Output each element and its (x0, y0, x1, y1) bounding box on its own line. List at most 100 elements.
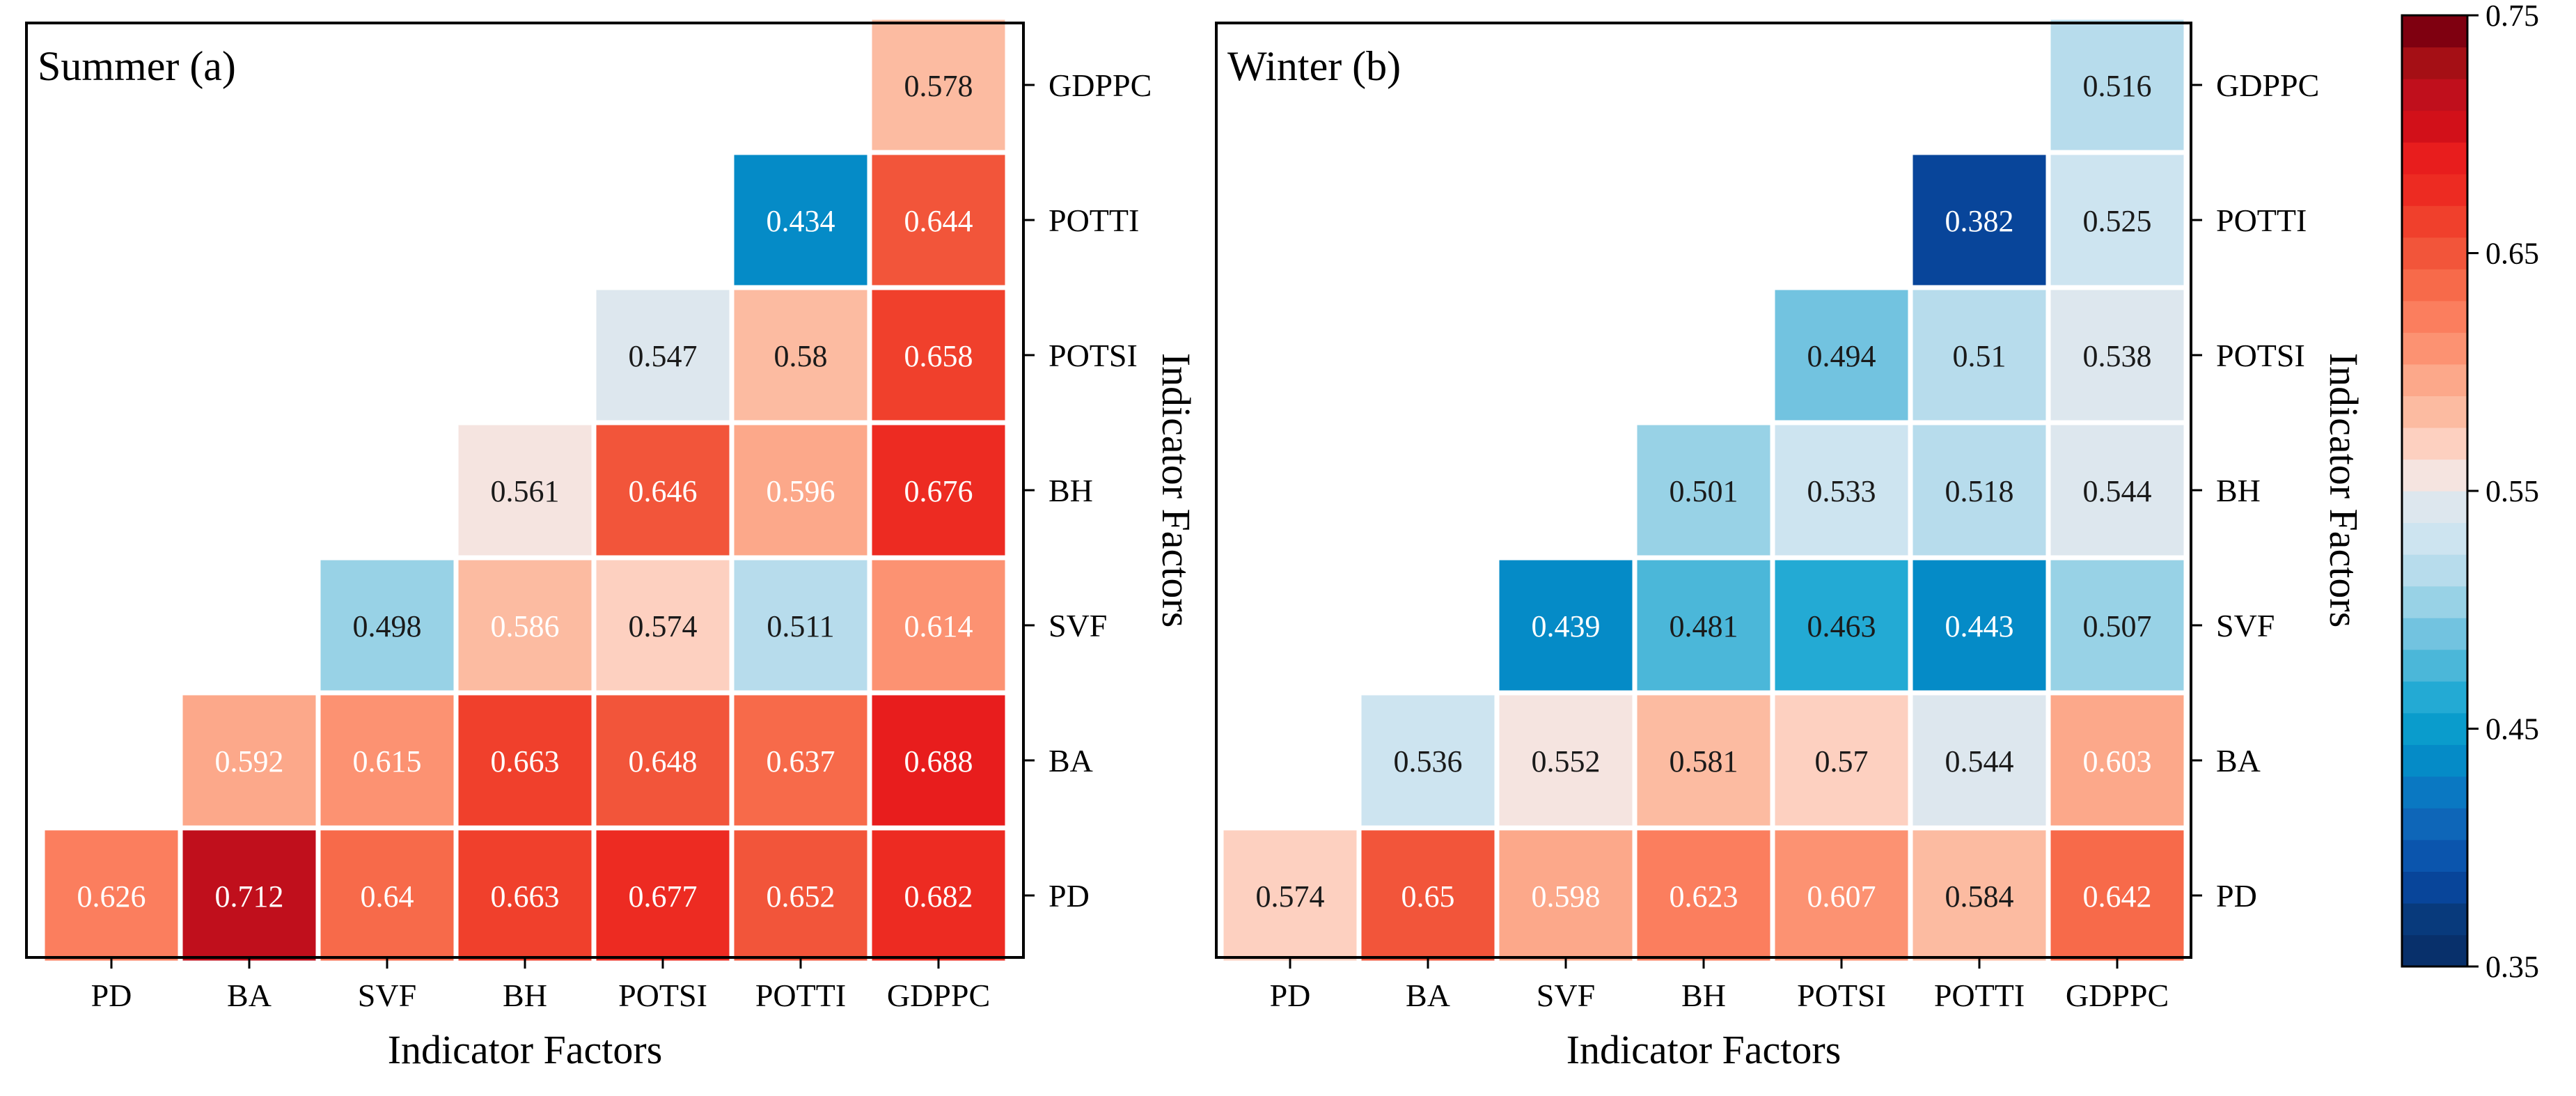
heatmap-cell (2045, 825, 2189, 966)
heatmap-cell (315, 690, 459, 831)
colorbar-segment (2402, 934, 2467, 967)
cell-value-label: 0.596 (767, 474, 835, 508)
heatmap-cell (729, 555, 872, 696)
cell-value-label: 0.663 (491, 744, 560, 778)
colorbar-segment (2402, 808, 2467, 840)
cell-value-label: 0.507 (2083, 609, 2152, 643)
cell-value-label: 0.574 (629, 609, 698, 643)
colorbar-segment (2402, 79, 2467, 111)
cell-value-label: 0.544 (1945, 744, 2014, 778)
cell-value-label: 0.592 (215, 744, 284, 778)
heatmap-cell (453, 555, 597, 696)
x-tick-label: POTTI (1934, 978, 2025, 1013)
heatmap-cell (1218, 825, 1362, 966)
colorbar-segment (2402, 744, 2467, 777)
y-tick-label: SVF (2216, 608, 2275, 643)
x-axis-label: Indicator Factors (1566, 1027, 1841, 1072)
x-tick-label: BH (503, 978, 547, 1013)
cell-value-label: 0.481 (1670, 609, 1738, 643)
x-tick-label: BA (1406, 978, 1450, 1013)
cell-value-label: 0.525 (2083, 204, 2152, 238)
heatmap-cell (1494, 825, 1638, 966)
cell-value-label: 0.463 (1807, 609, 1876, 643)
colorbar-segment (2402, 491, 2467, 524)
y-tick-label: GDPPC (2216, 68, 2319, 103)
y-tick-label: POTTI (2216, 203, 2307, 238)
y-tick-label: PD (1049, 878, 1090, 914)
cell-value-label: 0.652 (767, 879, 835, 914)
y-tick-label: GDPPC (1049, 68, 1152, 103)
cell-value-label: 0.434 (767, 204, 835, 238)
colorbar-segment (2402, 396, 2467, 428)
x-tick-label: SVF (1537, 978, 1595, 1013)
colorbar-segment (2402, 681, 2467, 714)
cell-value-label: 0.626 (77, 879, 146, 914)
heatmap-cell (591, 420, 735, 561)
cell-value-label: 0.57 (1815, 744, 1869, 778)
cell-value-label: 0.598 (1532, 879, 1601, 914)
heatmap-cell (1632, 555, 1775, 696)
colorbar-segment (2402, 173, 2467, 206)
cell-value-label: 0.65 (1401, 879, 1455, 914)
colorbar: 0.75 0.65 0.55 0.45 0.35 (2401, 0, 2539, 984)
cell-value-label: 0.498 (353, 609, 422, 643)
y-tick-label: BA (2216, 743, 2261, 778)
colorbar-segment (2402, 712, 2467, 745)
y-tick-label: POTSI (1049, 338, 1138, 373)
x-tick-label: PD (1270, 978, 1311, 1013)
x-tick-label: SVF (358, 978, 416, 1013)
heatmap-cell (1632, 420, 1775, 561)
heatmap-cell (1632, 825, 1775, 966)
heatmap-cell (591, 690, 735, 831)
colorbar-segment (2402, 776, 2467, 808)
colorbar-segment (2402, 332, 2467, 365)
heatmap-cell (2045, 285, 2189, 425)
cell-value-label: 0.676 (904, 474, 973, 508)
x-tick-label: GDPPC (2066, 978, 2169, 1013)
heatmap-cell (1770, 420, 1913, 561)
cell-value-label: 0.688 (904, 744, 973, 778)
y-tick-label: BH (1049, 473, 1093, 508)
cell-value-label: 0.64 (361, 879, 414, 914)
colorbar-segment (2402, 871, 2467, 904)
colorbar-segment (2402, 427, 2467, 460)
heatmap-cell (1356, 825, 1500, 966)
cell-value-label: 0.439 (1532, 609, 1601, 643)
colorbar-segment (2402, 459, 2467, 492)
cell-value-label: 0.574 (1256, 879, 1325, 914)
cell-value-label: 0.603 (2083, 744, 2152, 778)
colorbar-segment (2402, 300, 2467, 333)
cell-value-label: 0.682 (904, 879, 973, 914)
heatmap-cell (867, 285, 1010, 425)
colorbar-segment (2402, 618, 2467, 650)
y-tick-label: SVF (1049, 608, 1107, 643)
cell-value-label: 0.544 (2083, 474, 2152, 508)
cell-value-label: 0.646 (629, 474, 698, 508)
cell-value-label: 0.518 (1945, 474, 2014, 508)
cell-value-label: 0.552 (1532, 744, 1601, 778)
colorbar-segment (2402, 522, 2467, 555)
cell-value-label: 0.607 (1807, 879, 1876, 914)
cell-value-label: 0.614 (904, 609, 973, 643)
colorbar-segment (2402, 839, 2467, 872)
colorbar-tick-label: 0.75 (2485, 0, 2539, 33)
cell-value-label: 0.637 (767, 744, 835, 778)
heatmap-cell (867, 15, 1010, 155)
heatmap-panel-2: 0.516 0.382 0.525 0.494 0.51 0.538 0.501 0.533 0… (1215, 15, 2366, 1072)
x-tick-label: GDPPC (887, 978, 990, 1013)
y-tick-label: BH (2216, 473, 2261, 508)
colorbar-segment (2402, 15, 2467, 48)
colorbar-segment (2402, 586, 2467, 618)
cell-value-label: 0.538 (2083, 339, 2152, 373)
cell-value-label: 0.536 (1394, 744, 1463, 778)
y-tick-label: POTSI (2216, 338, 2305, 373)
cell-value-label: 0.561 (491, 474, 560, 508)
cell-value-label: 0.615 (353, 744, 422, 778)
heatmap-cell (1908, 825, 2051, 966)
heatmap-cell (1770, 690, 1913, 831)
x-tick-label: POTSI (618, 978, 707, 1013)
cell-value-label: 0.712 (215, 879, 284, 914)
colorbar-tick-label: 0.55 (2485, 474, 2539, 508)
colorbar-segment (2402, 110, 2467, 143)
